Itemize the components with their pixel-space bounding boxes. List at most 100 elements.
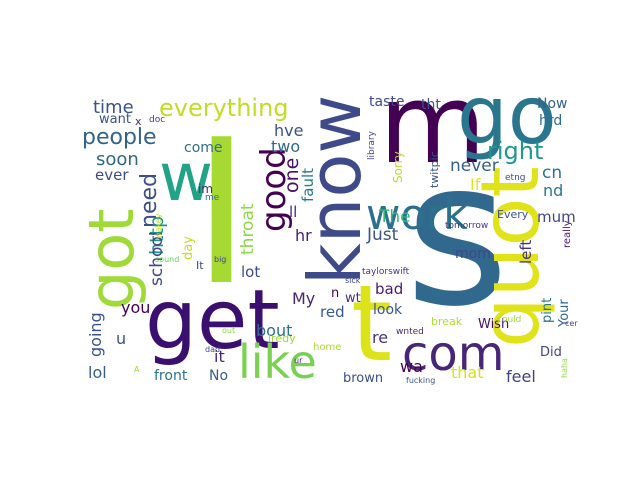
word-sound: sound xyxy=(155,255,179,264)
word-one: one xyxy=(281,158,303,193)
word-im: im xyxy=(198,182,213,196)
word-cer: cer xyxy=(565,319,578,328)
word-gh: Gh xyxy=(432,289,443,298)
word-left: left xyxy=(517,240,535,264)
word-come: come xyxy=(184,140,223,156)
word-doc: doc xyxy=(149,115,165,125)
word-work: work xyxy=(366,190,468,239)
word-sorry: Sorry xyxy=(391,151,405,183)
word-wt: wt xyxy=(345,291,361,306)
word-nd: nd xyxy=(543,181,563,200)
word-tht: tht xyxy=(421,97,441,113)
word-big: big xyxy=(214,255,226,264)
word-sick: sick xyxy=(345,276,361,285)
word-wa: wa xyxy=(400,357,423,376)
word-i: I xyxy=(192,97,251,330)
word-x: x xyxy=(135,115,142,128)
word-w: w xyxy=(159,139,213,216)
word-cn: cn xyxy=(542,163,562,183)
word-going: going xyxy=(86,312,105,357)
word-wnted: wnted xyxy=(396,327,424,337)
word-break: break xyxy=(431,315,463,328)
word-the: The xyxy=(378,207,411,227)
word-haha: haha xyxy=(560,358,569,378)
word-look: look xyxy=(373,302,403,318)
word-did: Did xyxy=(540,345,562,360)
word-now: Now xyxy=(537,96,568,112)
word-hr: hr xyxy=(295,226,312,245)
word-com: com xyxy=(402,326,505,382)
word-ll: ll xyxy=(289,203,297,221)
word-my: My xyxy=(292,289,315,308)
word-know: know xyxy=(293,95,377,285)
word-never: never xyxy=(450,156,499,176)
word-it: it xyxy=(214,347,225,366)
word-library: library xyxy=(367,130,377,160)
word-like: like xyxy=(238,335,317,389)
word-m: m xyxy=(379,60,486,188)
word-tomorrow: tomorrow xyxy=(445,221,488,231)
word-u: u xyxy=(116,329,126,348)
word-brown: brown xyxy=(343,371,383,386)
word-if: If xyxy=(470,175,481,194)
word-ever: ever xyxy=(95,166,129,184)
word-time: time xyxy=(93,97,134,118)
word-school: school xyxy=(147,231,167,286)
word-pint: pint xyxy=(540,298,555,323)
word-could: could xyxy=(497,315,521,325)
word-your: Your xyxy=(557,299,572,328)
word-feel: feel xyxy=(506,367,536,386)
word-you: you xyxy=(121,298,150,317)
word-no: No xyxy=(209,368,228,384)
word-it: It xyxy=(196,259,204,272)
word-really: really xyxy=(562,220,573,248)
word-bad: bad xyxy=(375,280,403,298)
word-want: want xyxy=(99,112,131,127)
word-taste: taste xyxy=(369,94,404,110)
word-n: n xyxy=(331,286,339,301)
word-taylorswift: taylorswift xyxy=(362,267,410,277)
word-go: go xyxy=(457,69,557,162)
word-got: got xyxy=(75,208,148,310)
word-front: front xyxy=(154,368,188,384)
word-red: red xyxy=(320,303,345,321)
word-every: Every xyxy=(497,208,529,221)
word-soon: soon xyxy=(96,149,139,170)
word-quot: quot xyxy=(464,166,557,348)
word-wish: Wish xyxy=(478,317,509,332)
word-me: me xyxy=(205,193,220,203)
word-etng: etng xyxy=(505,173,525,183)
word-dad: dad xyxy=(205,345,220,354)
word-a: A xyxy=(134,365,140,374)
word-lol: lol xyxy=(88,363,107,382)
word-wakey: wakey xyxy=(154,213,163,239)
word-good: good xyxy=(254,147,294,232)
word-lot: lot xyxy=(241,263,260,281)
word-http: http xyxy=(146,216,168,255)
word-fucking: fucking xyxy=(406,376,435,385)
word-re: re xyxy=(372,328,388,347)
word-ur: ur xyxy=(294,356,303,365)
word-throat: throat xyxy=(238,203,258,255)
word-iredy: iredy xyxy=(268,332,296,345)
word-two: two xyxy=(271,137,300,156)
word-get: get xyxy=(145,273,280,368)
word-s: s xyxy=(405,118,509,351)
word-twitpic: twitpic xyxy=(428,151,441,188)
word-mum: mum xyxy=(537,208,576,226)
word-people: people xyxy=(82,125,157,150)
word-right: right xyxy=(487,137,543,165)
word-mom: mom xyxy=(455,246,491,262)
word-t: t xyxy=(351,263,392,385)
word-just: Just xyxy=(366,225,399,245)
word-out: out xyxy=(222,326,235,335)
word-need: need xyxy=(137,173,162,228)
word-hve: hve xyxy=(274,121,303,140)
word-fault: fault xyxy=(299,168,317,202)
word-everything: everything xyxy=(159,94,289,122)
word-hrd: hrd xyxy=(539,113,562,129)
word-home: home xyxy=(313,342,341,353)
word-that: that xyxy=(451,363,484,382)
word-bout: bout xyxy=(256,321,292,340)
